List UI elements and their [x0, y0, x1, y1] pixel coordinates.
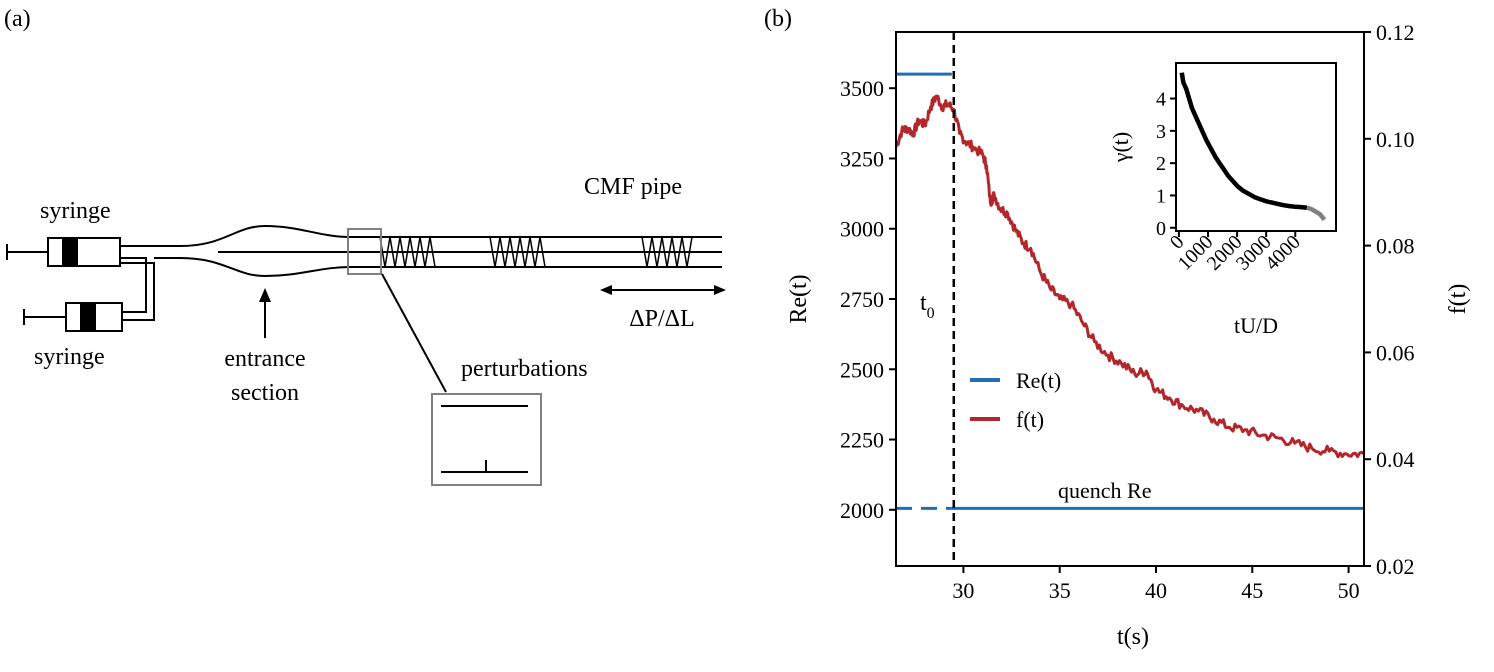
- y-tick-label-0: 2000: [840, 498, 884, 523]
- panel-a-label: (a): [4, 6, 31, 32]
- y2-tick-label-1: 0.04: [1376, 447, 1415, 472]
- inset-y-tick-label-0: 0: [1156, 218, 1166, 240]
- y-tick-label-3: 2750: [840, 287, 884, 312]
- syringe-bottom-label: syringe: [34, 344, 105, 370]
- x-tick-label-3: 45: [1241, 578, 1263, 603]
- inset-y-tick-label-2: 2: [1156, 153, 1166, 175]
- y-axis-label: Re(t): [786, 274, 812, 323]
- main-plot-marks: 30 35 40 45 5020002250250027503000325035000.…: [840, 20, 1415, 603]
- inset-y-tick-label-4: 4: [1156, 89, 1166, 111]
- feed-tubes: [120, 245, 180, 321]
- t0-label-sub: 0: [927, 305, 935, 322]
- pressure-label: ΔP/ΔL: [629, 306, 695, 332]
- entrance-label-line2: section: [231, 380, 299, 406]
- y-tick-label-4: 3000: [840, 217, 884, 242]
- inset-plot-background: [1176, 63, 1336, 231]
- syringe-top: [6, 237, 121, 267]
- x-tick-label-4: 50: [1338, 578, 1360, 603]
- syringe-top-label: syringe: [40, 198, 111, 224]
- perturbations-label: perturbations: [461, 356, 588, 382]
- t0-label: t0: [920, 290, 935, 322]
- inset-y-axis-label: γ(t): [1108, 132, 1133, 164]
- y2-axis-label: f(t): [1445, 284, 1471, 315]
- y2-tick-label-4: 0.10: [1376, 127, 1415, 152]
- x-tick-label-2: 40: [1145, 578, 1167, 603]
- quench-re-label: quench Re: [1058, 478, 1151, 503]
- callout-line: [381, 273, 447, 393]
- y2-tick-label-2: 0.06: [1376, 340, 1415, 365]
- t0-label-main: t: [920, 290, 927, 316]
- inset-x-axis-label: tU/D: [1234, 313, 1278, 338]
- y-tick-label-5: 3250: [840, 146, 884, 171]
- entrance-arrow-head: [259, 288, 271, 302]
- y-tick-label-1: 2250: [840, 428, 884, 453]
- x-axis-label: t(s): [1117, 624, 1149, 650]
- main-plot-frame: [895, 31, 1365, 567]
- x-tick-label-0: 30: [952, 578, 974, 603]
- pipe-label: CMF pipe: [584, 174, 682, 200]
- inset-series-tail: [1306, 205, 1327, 222]
- legend-re-text: Re(t): [1016, 368, 1061, 393]
- inset-y-tick-label-1: 1: [1156, 185, 1166, 207]
- entrance-section-shape: [179, 224, 351, 278]
- legend-f-text: f(t): [1016, 407, 1044, 432]
- y-tick-label-2: 2500: [840, 357, 884, 382]
- x-tick-label-1: 35: [1049, 578, 1071, 603]
- zigzag-springs: [379, 236, 693, 268]
- inset-y-tick-label-3: 3: [1156, 121, 1166, 143]
- series-f-line: [894, 94, 1365, 459]
- panel-b: (b) 30 35 40 45 5020002250250027503000325035…: [764, 6, 1471, 650]
- y2-tick-label-5: 0.12: [1376, 20, 1415, 45]
- pressure-arrow: [600, 285, 726, 295]
- panel-b-label: (b): [764, 6, 792, 32]
- inset-x-tick-label-4: 4000: [1261, 231, 1305, 275]
- legend: Re(t) f(t): [970, 368, 1061, 432]
- inset-plot-frame: [1175, 62, 1337, 232]
- inset-series-main: [1179, 72, 1308, 210]
- perturbation-region-box: [347, 228, 382, 275]
- entrance-label-line1: entrance: [224, 346, 305, 372]
- panel-a: (a) syringe syringe: [4, 6, 726, 486]
- y2-tick-label-3: 0.08: [1376, 234, 1415, 259]
- y2-tick-label-0: 0.02: [1376, 554, 1415, 579]
- y-tick-label-6: 3500: [840, 76, 884, 101]
- syringe-bottom: [23, 302, 123, 332]
